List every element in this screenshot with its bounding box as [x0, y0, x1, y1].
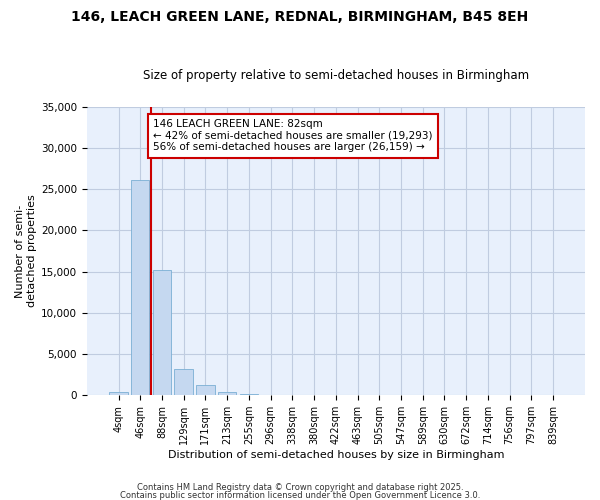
Bar	[175, 369, 193, 395]
Bar	[239, 394, 258, 395]
Text: Contains HM Land Registry data © Crown copyright and database right 2025.: Contains HM Land Registry data © Crown c…	[137, 484, 463, 492]
Text: Contains public sector information licensed under the Open Government Licence 3.: Contains public sector information licen…	[120, 490, 480, 500]
Bar	[196, 386, 215, 395]
Bar	[131, 180, 149, 395]
Text: 146 LEACH GREEN LANE: 82sqm
← 42% of semi-detached houses are smaller (19,293)
5: 146 LEACH GREEN LANE: 82sqm ← 42% of sem…	[153, 119, 433, 152]
X-axis label: Distribution of semi-detached houses by size in Birmingham: Distribution of semi-detached houses by …	[167, 450, 504, 460]
Bar	[153, 270, 171, 395]
Title: Size of property relative to semi-detached houses in Birmingham: Size of property relative to semi-detach…	[143, 69, 529, 82]
Bar	[109, 392, 128, 395]
Y-axis label: Number of semi-
detached properties: Number of semi- detached properties	[15, 194, 37, 308]
Text: 146, LEACH GREEN LANE, REDNAL, BIRMINGHAM, B45 8EH: 146, LEACH GREEN LANE, REDNAL, BIRMINGHA…	[71, 10, 529, 24]
Bar	[218, 392, 236, 395]
